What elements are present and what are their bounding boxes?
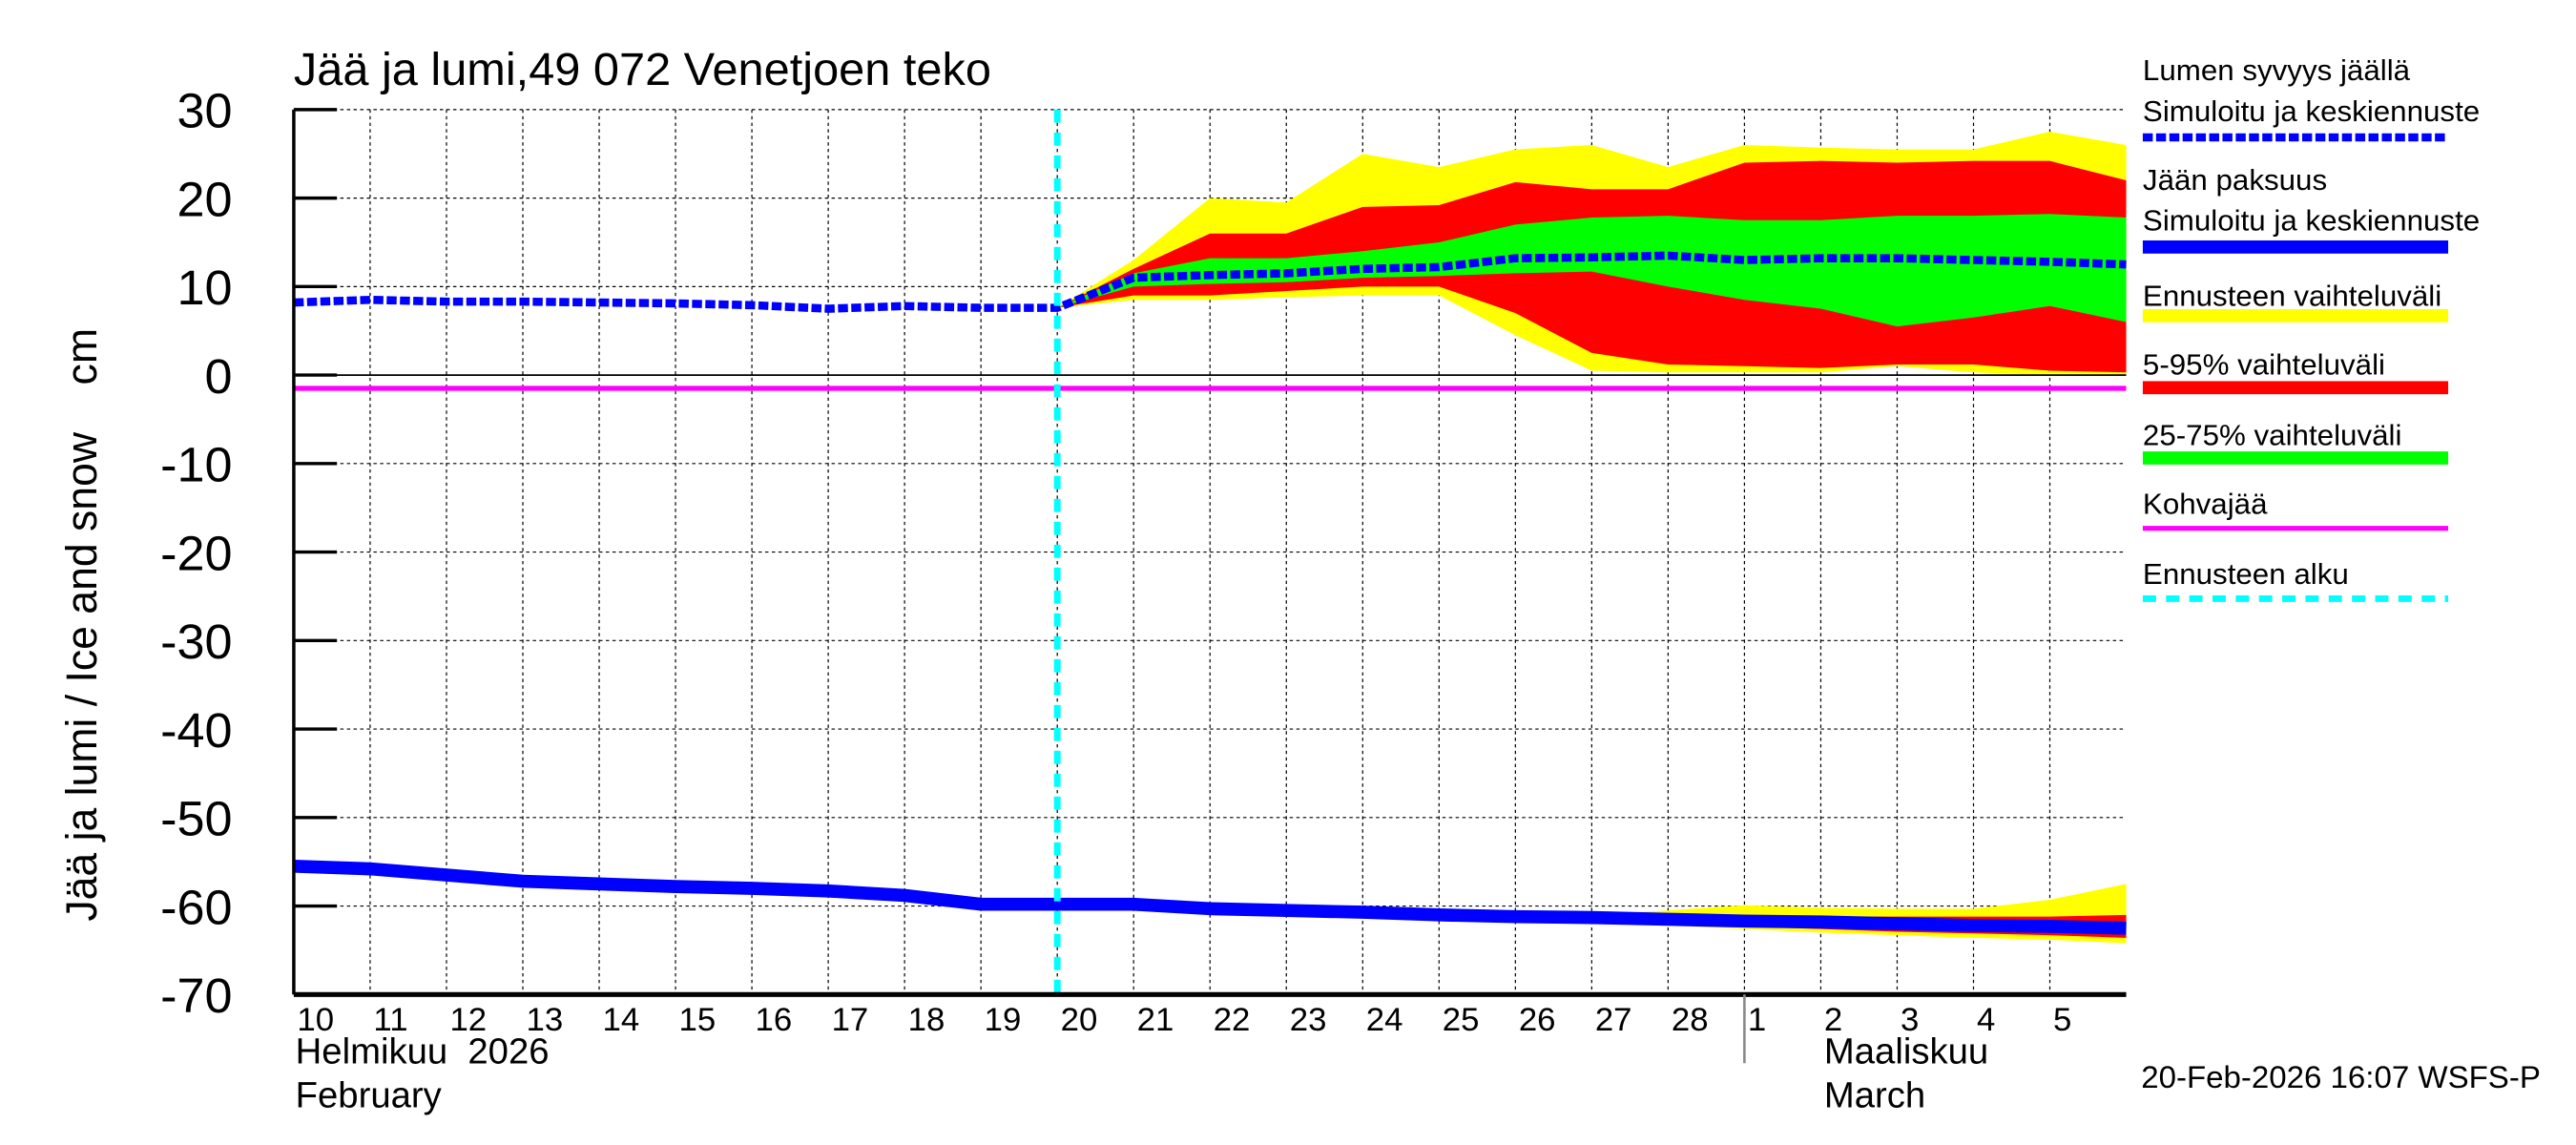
legend: Lumen syvyys jäällä Simuloitu ja keskien… — [2142, 53, 2480, 602]
x-tick-label: 21 — [1137, 1002, 1174, 1038]
y-tick-label: 0 — [205, 348, 233, 404]
month-feb-en: February — [296, 1076, 442, 1116]
x-tick-label: 19 — [985, 1002, 1022, 1038]
x-tick-label: 15 — [679, 1002, 717, 1038]
y-tick-label: 10 — [177, 260, 233, 316]
x-tick-label: 5 — [2053, 1002, 2071, 1038]
y-tick-label: -70 — [160, 968, 232, 1023]
x-tick-label: 3 — [1901, 1002, 1919, 1038]
legend-p5-95-swatch — [2142, 381, 2449, 395]
y-tick-label: -40 — [160, 702, 232, 758]
x-tick-label: 4 — [1977, 1002, 1995, 1038]
ice-5-95-band — [1057, 904, 2127, 938]
y-axis-label: Jää ja lumi / Ice and snow cm — [57, 328, 106, 922]
x-tick-labels: 10 11 12 13 14 15 16 17 18 19 20 21 22 23 24 25 26 27 28 1 2… — [297, 1002, 2071, 1038]
x-tick-label: 26 — [1519, 1002, 1556, 1038]
footer-timestamp: 20-Feb-2026 16:07 WSFS-P — [2141, 1059, 2541, 1094]
month-mar-fi: Maaliskuu — [1824, 1032, 1988, 1072]
x-tick-label: 13 — [526, 1002, 563, 1038]
month-feb-fi: Helmikuu 2026 — [296, 1032, 550, 1072]
x-tick-label: 22 — [1214, 1002, 1251, 1038]
x-tick-label: 20 — [1061, 1002, 1098, 1038]
legend-ice-title: Jään paksuus — [2143, 163, 2327, 197]
legend-p25-75-swatch — [2142, 451, 2449, 465]
x-tick-label: 27 — [1595, 1002, 1632, 1038]
series-lines — [293, 109, 2127, 995]
legend-p25-75: 25-75% vaihteluväli — [2143, 418, 2401, 451]
y-tick-labels: 30 20 10 0 -10 -20 -30 -40 -50 -60 -70 — [160, 83, 232, 1023]
legend-band: Ennusteen vaihteluväli — [2143, 280, 2441, 313]
legend-forecast-start: Ennusteen alku — [2143, 557, 2349, 591]
x-tick-label: 24 — [1366, 1002, 1403, 1038]
legend-snow-title: Lumen syvyys jäällä — [2143, 53, 2411, 87]
chart-title: Jää ja lumi,49 072 Venetjoen teko — [294, 44, 991, 95]
x-tick-label: 16 — [756, 1002, 793, 1038]
x-tick-label: 17 — [832, 1002, 869, 1038]
legend-p5-95: 5-95% vaihteluväli — [2143, 348, 2385, 382]
legend-kohvajaa: Kohvajää — [2143, 487, 2268, 520]
legend-snow-sub: Simuloitu ja keskiennuste — [2143, 94, 2480, 128]
x-tick-label: 10 — [297, 1002, 334, 1038]
month-mar-en: March — [1824, 1076, 1925, 1116]
x-tick-label: 18 — [908, 1002, 945, 1038]
ice-thickness-line — [293, 859, 2127, 935]
y-tick-label: -60 — [160, 880, 232, 935]
x-tick-label: 25 — [1443, 1002, 1480, 1038]
x-tick-label: 14 — [603, 1002, 640, 1038]
legend-band-swatch — [2142, 309, 2449, 323]
x-tick-label: 23 — [1290, 1002, 1327, 1038]
y-tick-label: -20 — [160, 526, 232, 581]
x-tick-label: 12 — [449, 1002, 487, 1038]
axes — [292, 108, 2127, 997]
legend-ice-sub: Simuloitu ja keskiennuste — [2143, 204, 2480, 238]
y-tick-label: -30 — [160, 614, 232, 670]
y-tick-label: -10 — [160, 437, 232, 492]
snow-depth-line — [293, 251, 2127, 313]
x-tick-label: 1 — [1748, 1002, 1766, 1038]
x-tick-label: 28 — [1672, 1002, 1709, 1038]
y-tick-label: 20 — [177, 172, 233, 227]
y-tick-label: 30 — [177, 83, 233, 138]
snow-25-75-band — [1057, 214, 2127, 327]
x-tick-label: 11 — [373, 1002, 407, 1038]
x-tick-label: 2 — [1824, 1002, 1842, 1038]
y-tick-label: -50 — [160, 791, 232, 846]
